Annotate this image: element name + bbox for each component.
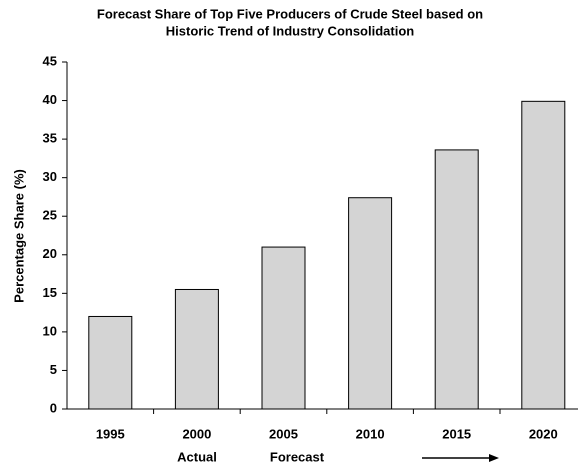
y-tick-label: 5	[50, 362, 57, 377]
y-tick-label: 25	[43, 208, 57, 223]
bar	[434, 149, 479, 410]
annotation: Actual	[177, 449, 217, 464]
x-tick-label: 2015	[442, 426, 471, 441]
x-tick-label: 2020	[529, 426, 558, 441]
x-tick-label: 2000	[182, 426, 211, 441]
forecast-arrow	[422, 454, 499, 462]
chart-title: Historic Trend of Industry Consolidation	[166, 23, 415, 38]
bar	[521, 100, 566, 410]
x-tick-label: 2005	[269, 426, 298, 441]
bar	[261, 246, 306, 410]
bar	[348, 197, 393, 410]
y-tick-label: 10	[43, 323, 57, 338]
y-tick-label: 30	[43, 169, 57, 184]
y-tick-label: 35	[43, 131, 57, 146]
bar	[174, 288, 219, 410]
x-tick-label: 1995	[96, 426, 125, 441]
y-tick-label: 20	[43, 246, 57, 261]
y-tick-label: 40	[43, 92, 57, 107]
y-axis-label: Percentage Share (%)	[11, 169, 26, 303]
x-tick-label: 2010	[356, 426, 385, 441]
y-tick-label: 15	[43, 285, 57, 300]
chart-title: Forecast Share of Top Five Producers of …	[97, 6, 483, 21]
y-tick-label: 0	[50, 400, 57, 415]
annotation: Forecast	[270, 449, 325, 464]
bar	[88, 315, 133, 410]
y-tick-label: 45	[43, 53, 57, 68]
